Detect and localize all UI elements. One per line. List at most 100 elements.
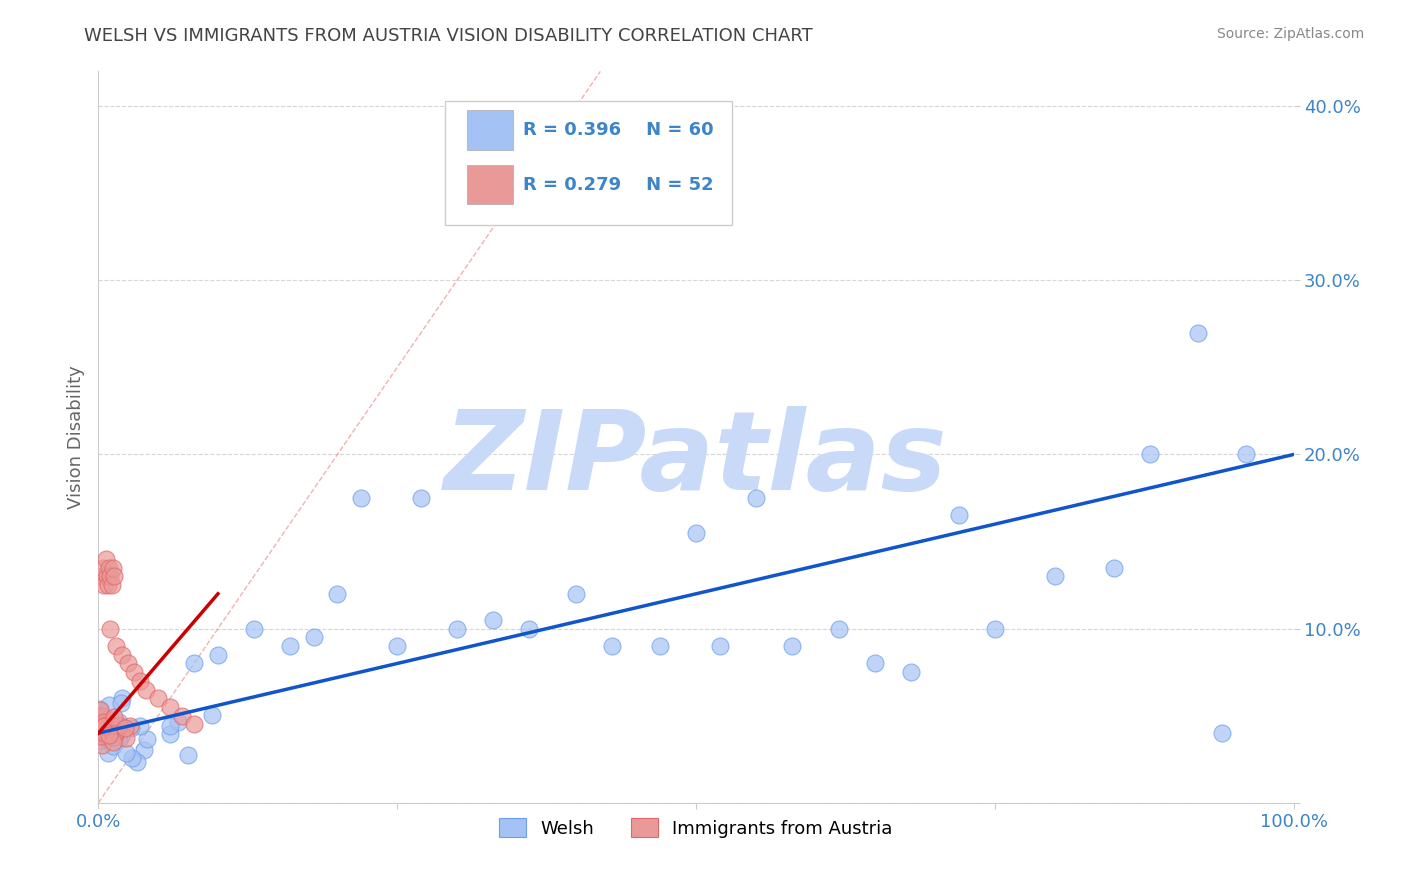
Point	[90, 723, 112, 738]
Point	[1104, 560, 1126, 574]
Point	[1043, 569, 1066, 583]
Point	[105, 639, 128, 653]
Point	[125, 755, 148, 769]
Point	[1139, 448, 1161, 462]
Point	[207, 648, 229, 662]
Point	[117, 657, 139, 671]
Point	[110, 696, 132, 710]
Point	[89, 723, 111, 737]
FancyBboxPatch shape	[467, 110, 513, 150]
Point	[709, 639, 731, 653]
Point	[93, 578, 115, 592]
Point	[100, 578, 122, 592]
Point	[120, 721, 142, 735]
Point	[96, 717, 118, 731]
Text: ZIPatlas: ZIPatlas	[444, 406, 948, 513]
Point	[108, 733, 131, 747]
Point	[159, 727, 181, 741]
Point	[91, 723, 114, 738]
Point	[948, 508, 970, 523]
Point	[159, 700, 181, 714]
Point	[302, 631, 325, 645]
Point	[446, 622, 468, 636]
Point	[90, 707, 112, 722]
Point	[91, 709, 114, 723]
Point	[101, 735, 124, 749]
Point	[111, 648, 134, 662]
Point	[97, 698, 120, 712]
Point	[517, 622, 540, 636]
Point	[98, 622, 122, 636]
Point	[121, 751, 143, 765]
Text: R = 0.279    N = 52: R = 0.279 N = 52	[523, 176, 713, 194]
Point	[115, 747, 138, 761]
Point	[167, 714, 190, 729]
FancyBboxPatch shape	[446, 101, 733, 225]
Point	[602, 639, 624, 653]
Point	[828, 622, 851, 636]
Point	[89, 733, 111, 747]
Point	[129, 673, 152, 688]
Point	[91, 560, 114, 574]
Point	[326, 587, 349, 601]
Point	[1187, 326, 1209, 340]
Point	[135, 682, 157, 697]
Point	[91, 730, 114, 744]
Point	[865, 657, 887, 671]
Point	[984, 622, 1007, 636]
Y-axis label: Vision Disability: Vision Disability	[66, 365, 84, 509]
Point	[124, 665, 146, 680]
Point	[780, 639, 803, 653]
Point	[97, 578, 120, 592]
Point	[105, 725, 128, 739]
Point	[90, 723, 112, 738]
Text: WELSH VS IMMIGRANTS FROM AUSTRIA VISION DISABILITY CORRELATION CHART: WELSH VS IMMIGRANTS FROM AUSTRIA VISION …	[84, 27, 813, 45]
Point	[101, 739, 124, 754]
Point	[111, 691, 134, 706]
Point	[172, 708, 194, 723]
Point	[108, 715, 131, 730]
Point	[136, 731, 159, 746]
Point	[103, 569, 125, 583]
Point	[96, 717, 118, 731]
Point	[114, 721, 136, 735]
Point	[91, 738, 114, 752]
Point	[128, 719, 150, 733]
Point	[481, 613, 505, 627]
Point	[745, 491, 768, 505]
Point	[411, 491, 433, 505]
Point	[105, 725, 128, 739]
Point	[115, 731, 138, 745]
Point	[101, 727, 124, 741]
Point	[278, 639, 301, 653]
Point	[103, 710, 125, 724]
Point	[93, 728, 115, 742]
Point	[159, 719, 181, 733]
Point	[94, 552, 117, 566]
Point	[350, 491, 373, 505]
Point	[98, 560, 121, 574]
Text: Source: ZipAtlas.com: Source: ZipAtlas.com	[1216, 27, 1364, 41]
Point	[89, 703, 111, 717]
Point	[105, 719, 128, 733]
Point	[97, 746, 120, 760]
Point	[89, 711, 111, 725]
Point	[685, 525, 707, 540]
Point	[93, 716, 115, 731]
Point	[120, 719, 142, 733]
Point	[148, 691, 170, 706]
Point	[1234, 448, 1257, 462]
Point	[132, 743, 155, 757]
Point	[101, 560, 124, 574]
Point	[98, 569, 122, 583]
Point	[385, 639, 409, 653]
Point	[183, 717, 205, 731]
Point	[108, 718, 131, 732]
Point	[1211, 726, 1233, 740]
Legend: Welsh, Immigrants from Austria: Welsh, Immigrants from Austria	[492, 811, 900, 845]
Point	[94, 711, 117, 725]
Point	[91, 569, 114, 583]
Point	[89, 702, 111, 716]
Point	[104, 728, 127, 742]
Text: R = 0.396    N = 60: R = 0.396 N = 60	[523, 121, 713, 139]
